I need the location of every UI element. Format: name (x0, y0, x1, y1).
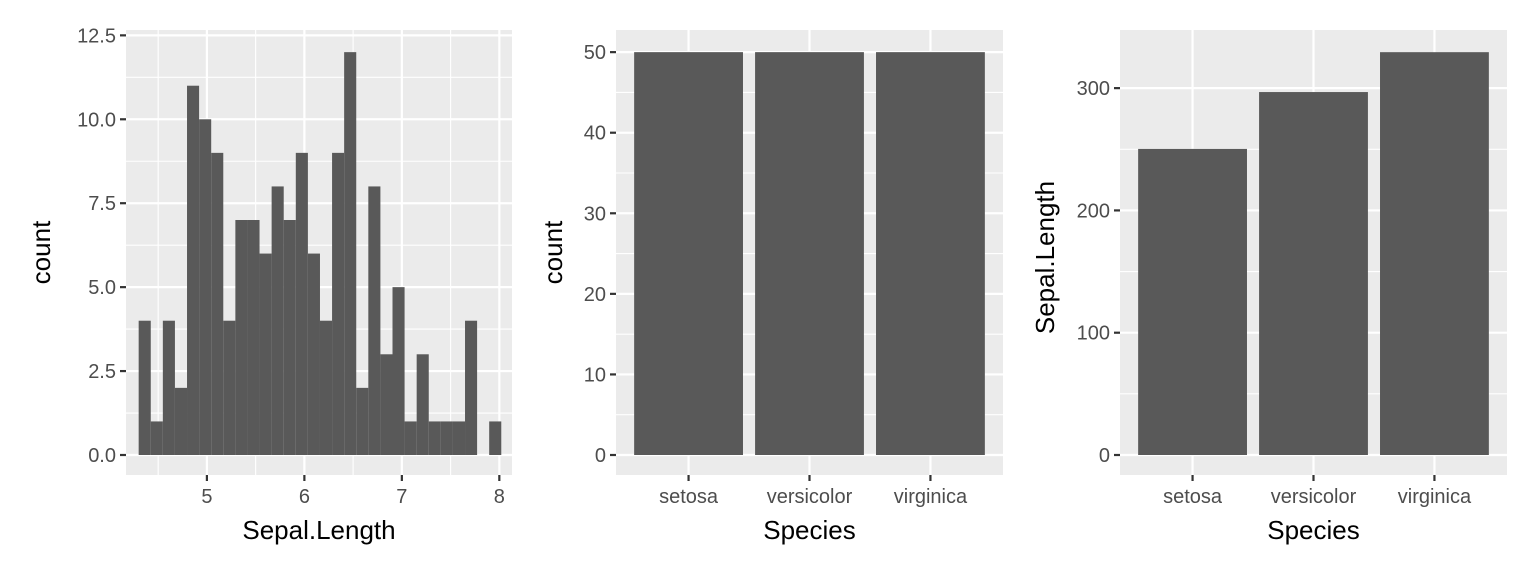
bar-setosa (1138, 148, 1247, 455)
histogram-bar (283, 220, 296, 455)
panel-2: setosa versicolor virginica 0 10 20 30 40 50 Spec… (538, 30, 1003, 545)
histogram-bar (199, 119, 212, 456)
histogram-bar (368, 186, 381, 455)
histogram-bar (465, 320, 478, 455)
x-tick-label: versicolor (767, 486, 853, 508)
x-tick-label: setosa (659, 486, 719, 508)
x-axis-title: Sepal.Length (242, 515, 395, 545)
histogram-bar (404, 421, 417, 455)
x-tick-label: setosa (1163, 486, 1223, 508)
y-tick-label: 0 (1099, 445, 1110, 467)
bar-virginica (1380, 52, 1489, 455)
histogram-bar (235, 220, 248, 455)
bar-versicolor (1259, 92, 1368, 455)
panel-1: 5 6 7 8 0.0 2.5 5.0 7.5 10.0 12.5 Sepal.Length coun… (26, 25, 512, 545)
y-tick-label: 200 (1077, 200, 1110, 222)
histogram-bar (307, 253, 320, 455)
histogram-bar (332, 152, 345, 455)
y-axis-title: Sepal.Length (1030, 181, 1060, 334)
y-tick-label: 20 (584, 284, 606, 306)
y-tick-label: 5.0 (88, 277, 116, 299)
x-tick-label: 7 (396, 486, 407, 508)
histogram-bar (187, 85, 200, 455)
histogram-bar (452, 421, 466, 455)
histogram-bar (174, 387, 188, 455)
y-tick-label: 2.5 (88, 361, 116, 383)
y-tick-label: 0 (595, 445, 606, 467)
x-tick-label: 8 (494, 486, 505, 508)
histogram-bar (356, 387, 369, 455)
histogram-bar (428, 421, 441, 455)
y-tick-label: 12.5 (77, 25, 116, 47)
histogram-bar (211, 152, 224, 455)
histogram-bar (319, 320, 333, 455)
histogram-bar (489, 421, 502, 455)
y-tick-label: 7.5 (88, 193, 116, 215)
y-tick-label: 0.0 (88, 445, 116, 467)
x-tick-label: 5 (201, 486, 212, 508)
histogram-bar (247, 220, 260, 455)
y-axis-title: count (538, 220, 568, 284)
histogram-bar (162, 320, 175, 455)
bar-versicolor (755, 52, 864, 456)
histogram-bar (344, 52, 357, 456)
y-tick-label: 40 (584, 123, 606, 145)
histogram-bar (138, 320, 151, 455)
histogram-bar (259, 253, 272, 455)
x-tick-label: virginica (1398, 486, 1472, 508)
histogram-bar (295, 152, 308, 455)
histogram-bar (440, 421, 453, 455)
x-axis-title: Species (1267, 515, 1360, 545)
histogram-bar (271, 186, 284, 455)
histogram-bar (392, 287, 405, 455)
y-tick-label: 300 (1077, 78, 1110, 100)
bar-virginica (876, 52, 985, 456)
histogram-bar (223, 320, 236, 455)
x-tick-label: virginica (894, 486, 968, 508)
histogram-bar (150, 421, 163, 455)
histogram-bar (416, 354, 429, 455)
bar-setosa (634, 52, 743, 456)
histogram-bar (380, 354, 393, 455)
y-tick-label: 100 (1077, 323, 1110, 345)
y-tick-label: 30 (584, 203, 606, 225)
y-tick-label: 10 (584, 364, 606, 386)
y-tick-label: 10.0 (77, 109, 116, 131)
y-axis-title: count (26, 220, 56, 284)
panel-3: setosa versicolor virginica 0 100 200 300 Speci… (1030, 30, 1507, 545)
x-axis-title: Species (763, 515, 856, 545)
x-tick-label: 6 (299, 486, 310, 508)
y-tick-label: 50 (584, 42, 606, 64)
x-tick-label: versicolor (1271, 486, 1357, 508)
